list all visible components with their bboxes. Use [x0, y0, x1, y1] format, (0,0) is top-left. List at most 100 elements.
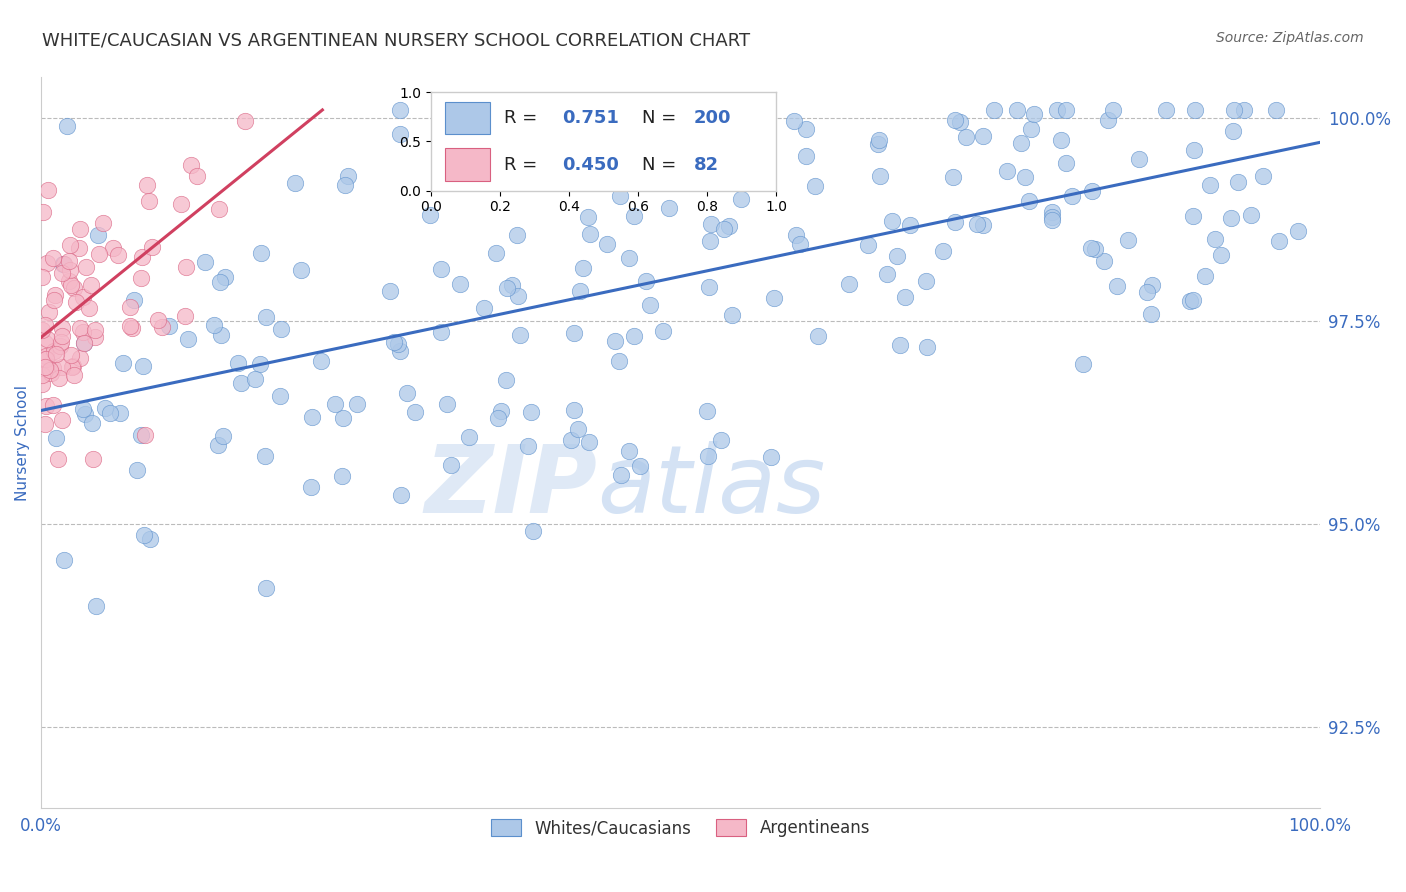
Point — [35, 351, 58, 366]
Point — [623, 329, 645, 343]
Point — [658, 201, 681, 215]
Point — [495, 373, 517, 387]
Point — [51, 328, 73, 343]
Point — [284, 177, 307, 191]
Point — [858, 238, 880, 252]
Point — [617, 444, 640, 458]
Point — [177, 332, 200, 346]
Point — [214, 270, 236, 285]
Point — [42, 293, 65, 307]
Point — [509, 328, 531, 343]
Point — [955, 130, 977, 145]
Point — [83, 330, 105, 344]
Point — [101, 241, 124, 255]
Point — [562, 326, 585, 340]
Point — [170, 197, 193, 211]
Point — [53, 553, 76, 567]
Point — [69, 351, 91, 365]
Point — [41, 367, 63, 381]
Point — [1081, 185, 1104, 199]
Point — [717, 219, 740, 234]
Point — [1182, 293, 1205, 307]
Point — [1062, 189, 1084, 203]
Point — [1268, 235, 1291, 249]
Legend: Whites/Caucasians, Argentineans: Whites/Caucasians, Argentineans — [484, 813, 876, 844]
Point — [869, 169, 891, 183]
Point — [270, 321, 292, 335]
Point — [59, 277, 82, 292]
Point — [209, 328, 232, 343]
Point — [578, 434, 600, 449]
Point — [429, 325, 451, 339]
Point — [254, 310, 277, 325]
Point — [207, 438, 229, 452]
Point — [129, 428, 152, 442]
Point — [763, 291, 786, 305]
Point — [208, 202, 231, 217]
Point — [389, 488, 412, 502]
Point — [301, 409, 323, 424]
Point — [651, 324, 673, 338]
Point — [72, 401, 94, 416]
Point — [52, 257, 75, 271]
Point — [1223, 103, 1246, 117]
Point — [697, 280, 720, 294]
Point — [876, 267, 898, 281]
Point — [886, 250, 908, 264]
Point — [174, 309, 197, 323]
Point — [73, 336, 96, 351]
Point — [120, 319, 142, 334]
Point — [1240, 208, 1263, 222]
Point — [112, 356, 135, 370]
Point — [731, 103, 754, 117]
Point — [45, 346, 67, 360]
Point — [522, 524, 544, 538]
Point — [1022, 107, 1045, 121]
Point — [38, 304, 60, 318]
Point — [617, 251, 640, 265]
Point — [58, 274, 80, 288]
Point — [180, 158, 202, 172]
Point — [866, 136, 889, 151]
Point — [995, 164, 1018, 178]
Point — [32, 205, 55, 219]
Point — [34, 335, 56, 350]
Point — [1222, 123, 1244, 137]
Point — [309, 353, 332, 368]
Point — [80, 417, 103, 431]
Point — [972, 219, 994, 233]
Point — [1154, 103, 1177, 117]
Point — [1140, 307, 1163, 321]
Point — [1199, 178, 1222, 193]
Point — [605, 334, 627, 349]
Point — [569, 285, 592, 299]
Point — [782, 114, 804, 128]
Point — [807, 329, 830, 343]
Point — [150, 320, 173, 334]
Point — [226, 356, 249, 370]
Point — [506, 289, 529, 303]
Point — [44, 287, 66, 301]
Point — [894, 290, 917, 304]
Point — [1054, 103, 1077, 117]
Point — [596, 236, 619, 251]
Point — [1178, 293, 1201, 308]
Point — [31, 323, 53, 337]
Point — [1040, 210, 1063, 224]
Point — [31, 368, 53, 383]
Point — [49, 334, 72, 349]
Point — [1105, 279, 1128, 293]
Point — [35, 256, 58, 270]
Point — [1102, 103, 1125, 117]
Point — [868, 133, 890, 147]
Point — [69, 222, 91, 236]
Point — [491, 404, 513, 418]
Point — [34, 417, 56, 432]
Point — [269, 389, 291, 403]
Point — [73, 335, 96, 350]
Point — [253, 450, 276, 464]
Point — [1182, 209, 1205, 223]
Point — [1019, 122, 1042, 136]
Point — [634, 275, 657, 289]
Point — [592, 168, 614, 182]
